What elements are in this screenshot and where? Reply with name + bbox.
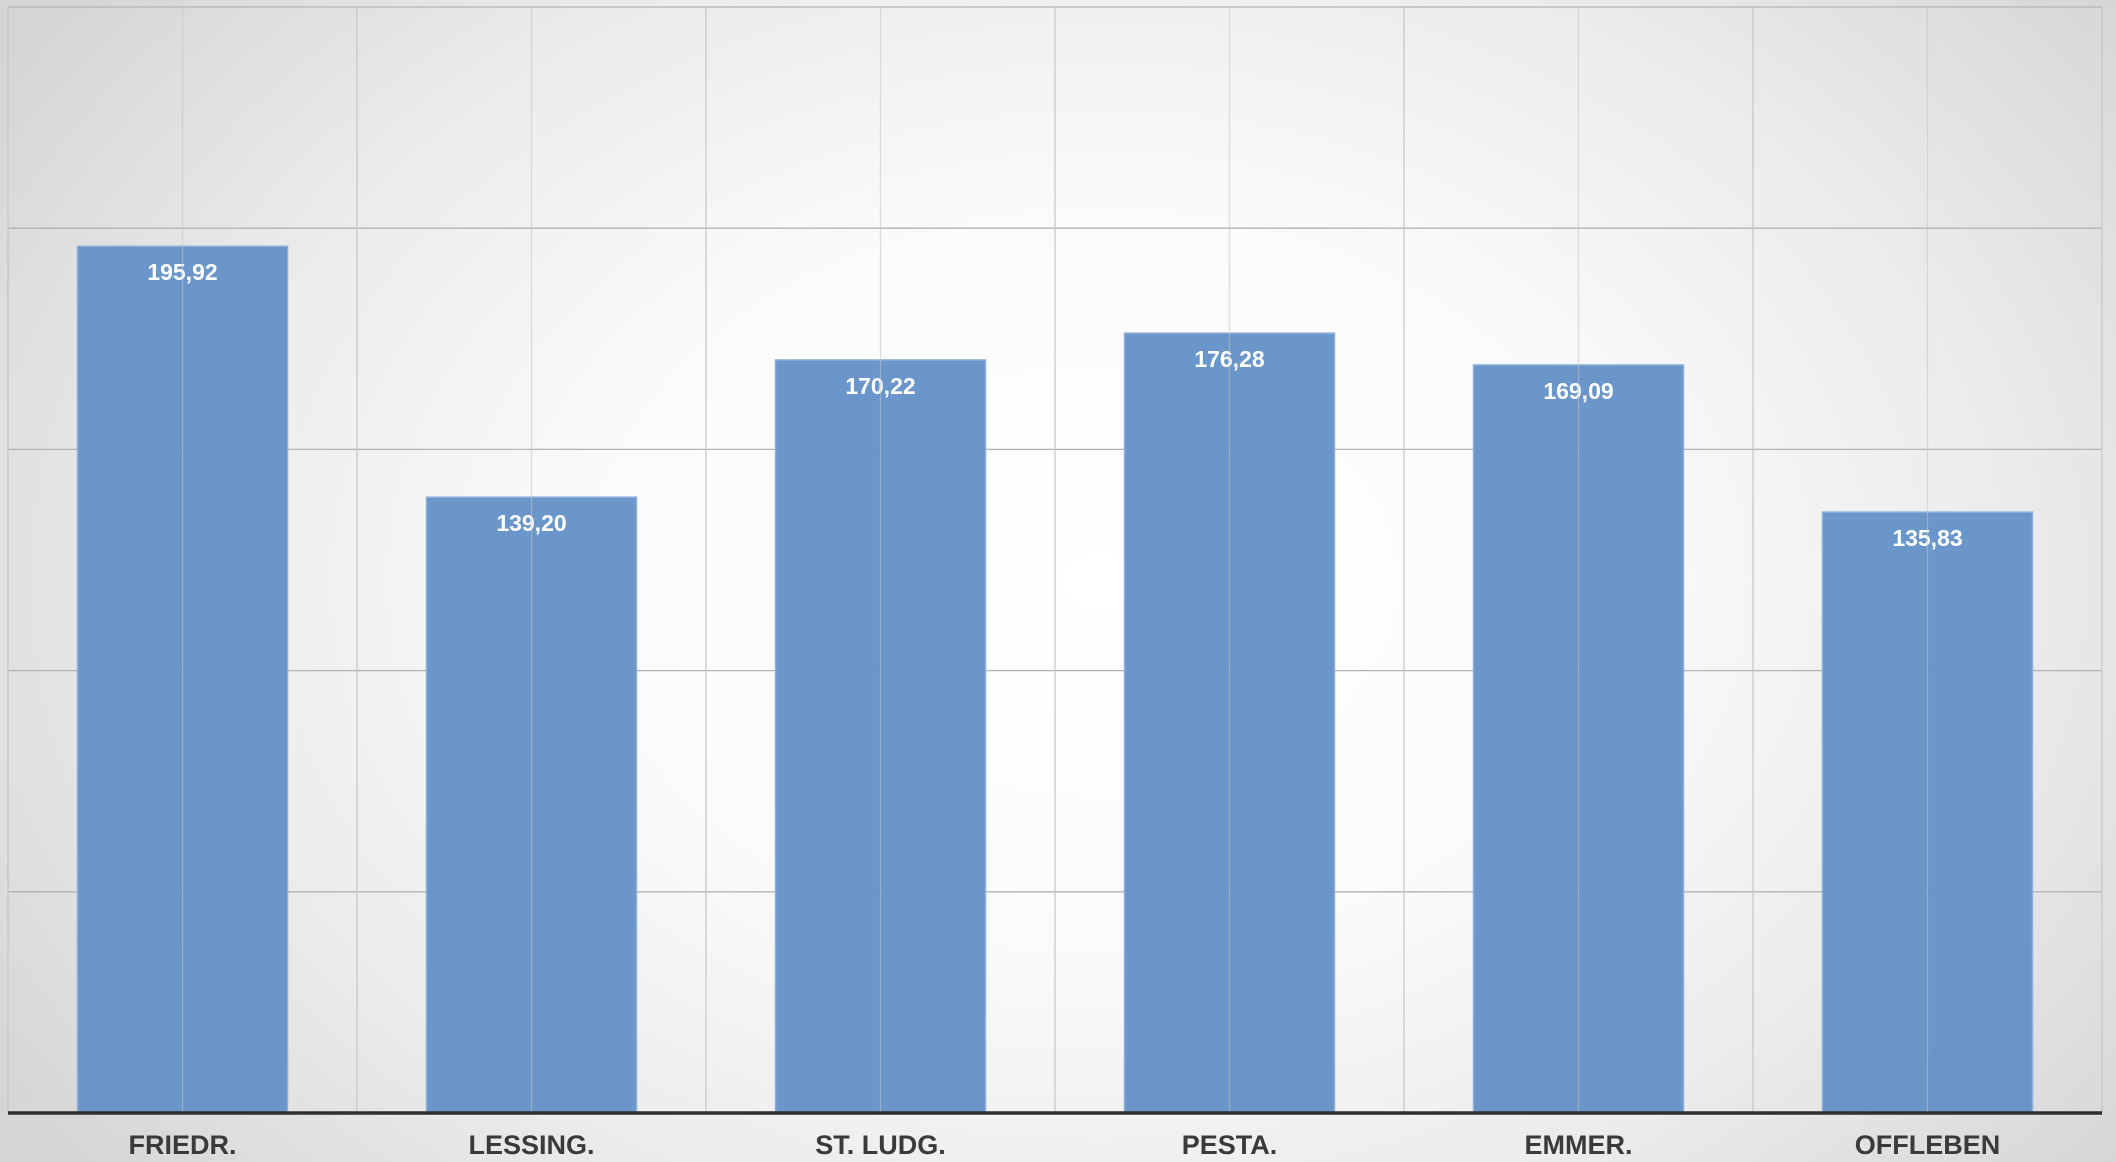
x-tick-label: PESTA. <box>1182 1130 1278 1160</box>
vertical-grid-overlay <box>7 7 2103 1113</box>
x-tick-label: FRIEDR. <box>129 1130 237 1160</box>
x-tick-label: EMMER. <box>1525 1130 1633 1160</box>
x-tick-label: ST. LUDG. <box>815 1130 946 1160</box>
x-tick-label: LESSING. <box>468 1130 594 1160</box>
category-labels-layer: FRIEDR. LESSING. ST. LUDG. PESTA. EMMER. OFFL… <box>129 1130 2001 1160</box>
x-tick-label: OFFLEBEN <box>1855 1130 2001 1160</box>
